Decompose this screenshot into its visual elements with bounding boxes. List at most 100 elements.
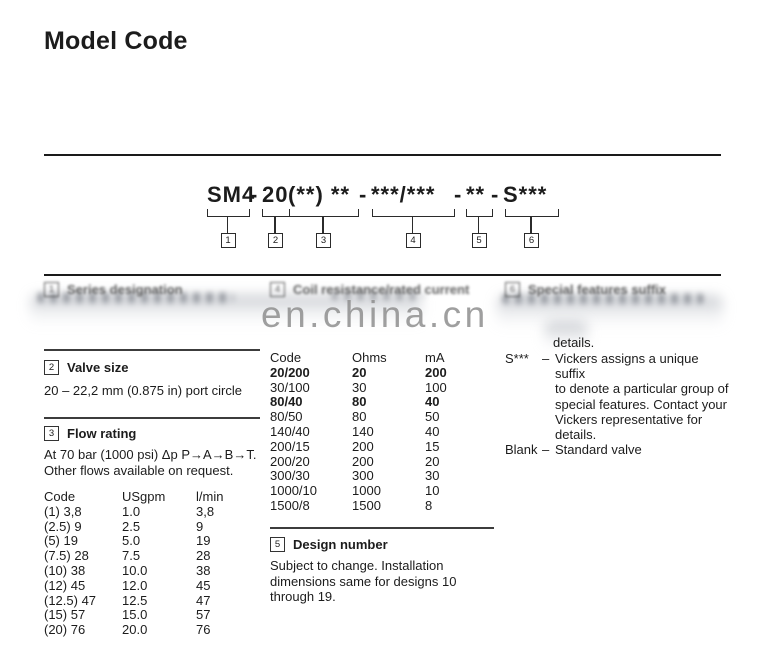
table-header-cell: l/min bbox=[196, 489, 224, 504]
section-title: Flow rating bbox=[67, 426, 137, 441]
model-code-segment: ***/*** bbox=[371, 182, 436, 207]
code-number-box: 2 bbox=[268, 233, 283, 248]
section-number-box: 3 bbox=[44, 426, 59, 441]
valve-size-text: 20 – 22,2 mm (0.875 in) port circle bbox=[44, 383, 242, 398]
code-separator: - bbox=[250, 182, 258, 207]
section-title: Design number bbox=[293, 537, 388, 552]
table-cell: (1) 3,8 bbox=[44, 503, 82, 519]
code-stem bbox=[274, 216, 276, 235]
description-line: Vickers assigns a unique suffix bbox=[555, 351, 699, 382]
model-code-segment: SM4 bbox=[207, 182, 256, 207]
table-cell: (12.5) 47 bbox=[44, 592, 97, 608]
section-number-box: 6 bbox=[505, 282, 520, 297]
code-number-box: 4 bbox=[405, 233, 421, 248]
special-feature-description: Standard valve bbox=[555, 442, 729, 457]
table-cell: (12) 45 bbox=[44, 577, 86, 593]
table-cell: 200/20 bbox=[270, 453, 310, 469]
table-cell: 30/100 bbox=[270, 379, 310, 395]
table-cell: 1.0 bbox=[122, 503, 141, 519]
table-cell: 12.5 bbox=[122, 592, 148, 608]
section-number-box: 4 bbox=[270, 282, 285, 297]
table-cell: 200/15 bbox=[270, 438, 310, 454]
page-title: Model Code bbox=[44, 27, 188, 55]
table-cell: (5) 19 bbox=[44, 533, 78, 549]
table-cell: 47 bbox=[196, 592, 211, 608]
table-header-cell: Code bbox=[270, 350, 302, 365]
table-header-cell: USgpm bbox=[122, 489, 166, 504]
table-cell: 200 bbox=[352, 453, 374, 469]
table-cell: 8 bbox=[425, 497, 433, 513]
model-code-segment: (**) ** bbox=[288, 182, 351, 207]
code-bracket bbox=[505, 209, 559, 217]
section-heading-series: 1 Series designation bbox=[44, 282, 183, 297]
code-separator: - bbox=[491, 182, 499, 207]
design-number-text: Subject to change. Installation dimensio… bbox=[270, 558, 457, 604]
flow-note: At 70 bar (1000 psi) Δp P→A→B→T. Other f… bbox=[44, 447, 256, 478]
code-stem bbox=[226, 216, 229, 235]
table-cell: (10) 38 bbox=[44, 562, 86, 578]
table-cell: 80 bbox=[352, 394, 367, 410]
table-cell: 140/40 bbox=[270, 423, 310, 439]
section-rule bbox=[44, 274, 721, 276]
description-line: details. bbox=[555, 427, 597, 443]
table-cell: 20 bbox=[352, 364, 367, 380]
special-feature-description: Vickers assigns a unique suffix to denote… bbox=[555, 351, 729, 442]
table-cell: 3,8 bbox=[196, 503, 215, 519]
section-heading-special-features: 6 Special features suffix bbox=[505, 282, 666, 297]
table-cell: 100 bbox=[425, 379, 447, 395]
model-code-segment: S*** bbox=[503, 182, 548, 207]
special-features-list: S*** – Vickers assigns a unique suffix to d… bbox=[505, 351, 729, 457]
divider bbox=[270, 527, 494, 529]
table-cell: (2.5) 9 bbox=[44, 518, 82, 534]
table-cell: 10 bbox=[425, 483, 440, 499]
section-number-box: 1 bbox=[44, 282, 59, 297]
table-cell: 200 bbox=[352, 438, 374, 454]
table-cell: 1000 bbox=[352, 483, 381, 499]
table-cell: 38 bbox=[196, 562, 211, 578]
dash: – bbox=[542, 351, 550, 366]
table-cell: 7.5 bbox=[122, 548, 141, 564]
dash: – bbox=[542, 442, 550, 458]
table-header-cell: mA bbox=[425, 350, 445, 365]
table-cell: 76 bbox=[196, 622, 211, 638]
special-feature-code: Blank bbox=[505, 442, 538, 458]
flow-rating-table: Code USgpm l/min (1) 3,8 1.0 3,8 (2.5) 9 2.5 9 (5… bbox=[44, 489, 260, 638]
table-cell: (15) 57 bbox=[44, 607, 86, 623]
flow-note-line1: At 70 bar (1000 psi) Δp P→A→B→T. bbox=[44, 447, 257, 462]
table-cell: 40 bbox=[425, 394, 440, 410]
code-separator: - bbox=[454, 182, 462, 207]
table-cell: 45 bbox=[196, 577, 211, 593]
table-cell: 28 bbox=[196, 548, 211, 564]
table-cell: 20 bbox=[425, 453, 440, 469]
description-line: Standard valve bbox=[555, 442, 642, 458]
special-feature-item: S*** – Vickers assigns a unique suffix to d… bbox=[505, 351, 729, 442]
table-cell: 200 bbox=[425, 364, 447, 380]
code-stem bbox=[530, 216, 532, 235]
table-cell: 1500/8 bbox=[270, 497, 310, 513]
flow-note-line2: Other flows available on request. bbox=[44, 462, 234, 478]
table-cell: 2.5 bbox=[122, 518, 141, 534]
table-cell: 15.0 bbox=[122, 607, 148, 623]
table-header-cell: Code bbox=[44, 489, 76, 504]
table-cell: 19 bbox=[196, 533, 211, 549]
divider bbox=[44, 417, 260, 419]
table-cell: 1500 bbox=[352, 497, 381, 513]
table-cell: 300 bbox=[352, 468, 374, 484]
description-line: Vickers representative for bbox=[555, 411, 703, 427]
table-cell: 140 bbox=[352, 423, 374, 439]
code-stem bbox=[477, 216, 480, 235]
section-number-box: 2 bbox=[44, 360, 59, 375]
table-cell: 30 bbox=[352, 379, 367, 395]
table-cell: (20) 76 bbox=[44, 622, 86, 638]
section-title: Special features suffix bbox=[528, 282, 666, 297]
section-heading-flow-rating: 3 Flow rating bbox=[44, 426, 136, 441]
table-cell: 80/40 bbox=[270, 394, 303, 410]
table-cell: (7.5) 28 bbox=[44, 548, 89, 564]
table-cell: 10.0 bbox=[122, 562, 148, 578]
table-cell: 5.0 bbox=[122, 533, 141, 549]
section-heading-valve-size: 2 Valve size bbox=[44, 360, 128, 375]
watermark: en.china.cn bbox=[261, 294, 489, 335]
code-number-box: 3 bbox=[316, 233, 331, 248]
table-cell: 50 bbox=[425, 409, 440, 425]
code-number-box: 1 bbox=[220, 233, 236, 248]
